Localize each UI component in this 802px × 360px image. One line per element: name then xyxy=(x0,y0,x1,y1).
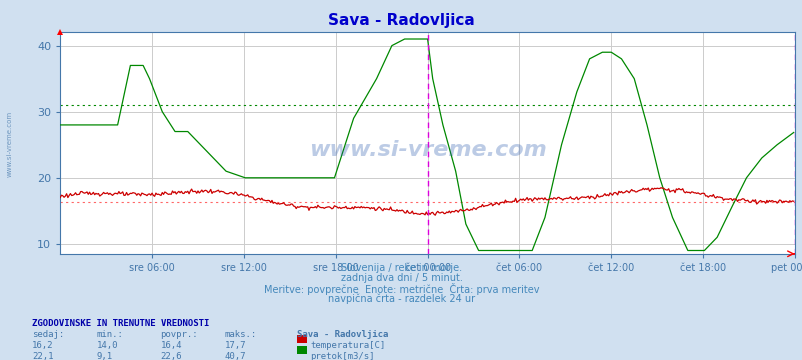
Text: povpr.:: povpr.: xyxy=(160,330,198,339)
Text: Meritve: povprečne  Enote: metrične  Črta: prva meritev: Meritve: povprečne Enote: metrične Črta:… xyxy=(263,283,539,295)
Text: ZGODOVINSKE IN TRENUTNE VREDNOSTI: ZGODOVINSKE IN TRENUTNE VREDNOSTI xyxy=(32,319,209,328)
Text: min.:: min.: xyxy=(96,330,123,339)
Text: Sava - Radovljica: Sava - Radovljica xyxy=(328,13,474,28)
Text: 22,6: 22,6 xyxy=(160,352,182,360)
Text: maks.:: maks.: xyxy=(225,330,257,339)
Text: www.si-vreme.com: www.si-vreme.com xyxy=(6,111,13,177)
Text: zadnja dva dni / 5 minut.: zadnja dva dni / 5 minut. xyxy=(340,273,462,283)
Text: 16,2: 16,2 xyxy=(32,341,54,350)
Text: Slovenija / reke in morje.: Slovenija / reke in morje. xyxy=(341,263,461,273)
Text: Sava - Radovljica: Sava - Radovljica xyxy=(297,330,388,339)
Text: sedaj:: sedaj: xyxy=(32,330,64,339)
Text: pretok[m3/s]: pretok[m3/s] xyxy=(310,352,374,360)
Text: www.si-vreme.com: www.si-vreme.com xyxy=(308,140,546,160)
Text: navpična črta - razdelek 24 ur: navpična črta - razdelek 24 ur xyxy=(327,293,475,303)
Text: 17,7: 17,7 xyxy=(225,341,246,350)
Text: temperatura[C]: temperatura[C] xyxy=(310,341,385,350)
Text: 22,1: 22,1 xyxy=(32,352,54,360)
Text: 9,1: 9,1 xyxy=(96,352,112,360)
Text: 16,4: 16,4 xyxy=(160,341,182,350)
Text: 14,0: 14,0 xyxy=(96,341,118,350)
Text: 40,7: 40,7 xyxy=(225,352,246,360)
